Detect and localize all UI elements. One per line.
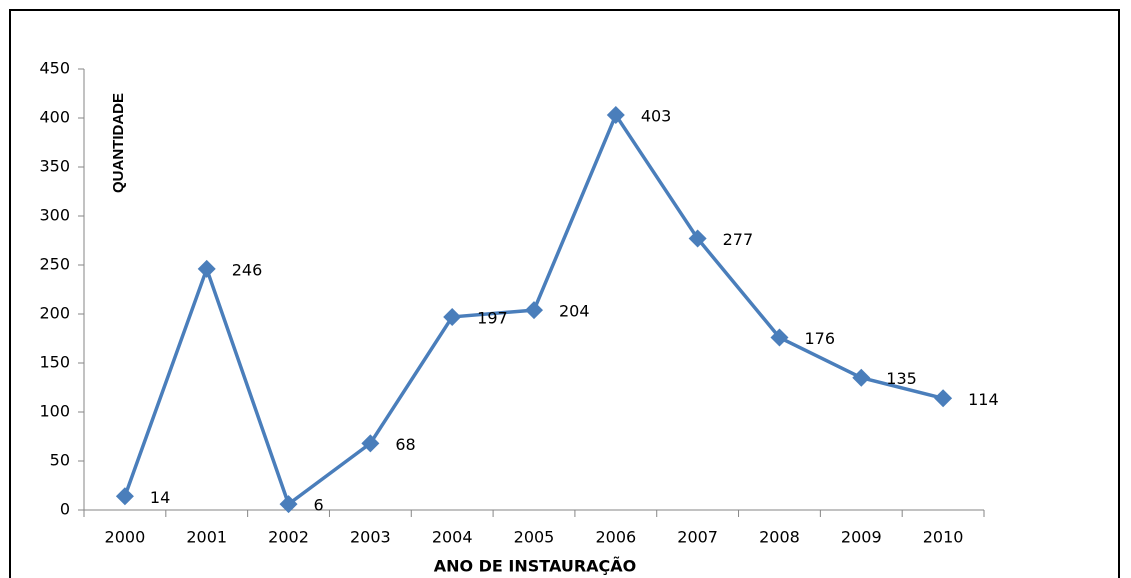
- x-tick-label: 2002: [268, 528, 309, 547]
- marker: [934, 389, 953, 408]
- x-tick-label: 2009: [841, 528, 882, 547]
- y-tick-label: 100: [39, 402, 70, 421]
- marker: [606, 106, 625, 125]
- data-label: 403: [641, 107, 672, 126]
- y-tick-label: 0: [60, 500, 70, 519]
- marker: [525, 301, 543, 320]
- data-label: 277: [723, 230, 754, 249]
- x-tick-label: 2004: [432, 528, 473, 547]
- data-label: 6: [314, 496, 324, 515]
- y-axis-title: QUANTIDADE: [110, 93, 127, 193]
- x-tick-label: 2010: [923, 528, 964, 547]
- x-tick-label: 2007: [677, 528, 718, 547]
- x-tick-label: 2006: [595, 528, 636, 547]
- data-label: 135: [886, 369, 917, 388]
- x-tick-label: 2001: [186, 528, 227, 547]
- marker: [688, 229, 707, 248]
- y-tick-label: 350: [39, 157, 70, 176]
- x-tick-label: 2005: [514, 528, 555, 547]
- y-tick-label: 200: [39, 304, 70, 323]
- y-tick-label: 300: [39, 206, 70, 225]
- marker: [115, 487, 134, 506]
- marker: [361, 434, 380, 453]
- marker: [279, 495, 298, 514]
- data-label: 114: [968, 390, 999, 409]
- x-tick-label: 2008: [759, 528, 800, 547]
- data-label: 68: [395, 435, 415, 454]
- data-label: 197: [477, 308, 508, 327]
- x-axis-title: ANO DE INSTAURAÇÃO: [434, 557, 637, 576]
- marker: [852, 368, 871, 387]
- x-tick-label: 2000: [105, 528, 146, 547]
- data-label: 204: [559, 302, 590, 321]
- y-tick-label: 450: [39, 59, 70, 78]
- y-tick-label: 250: [39, 255, 70, 274]
- data-label: 246: [232, 260, 263, 279]
- data-label: 176: [804, 329, 835, 348]
- x-tick-label: 2003: [350, 528, 391, 547]
- marker: [197, 259, 216, 278]
- y-tick-label: 150: [39, 353, 70, 372]
- y-tick-label: 50: [50, 451, 70, 470]
- y-tick-label: 400: [39, 108, 70, 127]
- chart-frame: [9, 9, 1120, 578]
- marker: [770, 328, 789, 347]
- data-label: 14: [150, 488, 170, 507]
- marker: [443, 307, 462, 326]
